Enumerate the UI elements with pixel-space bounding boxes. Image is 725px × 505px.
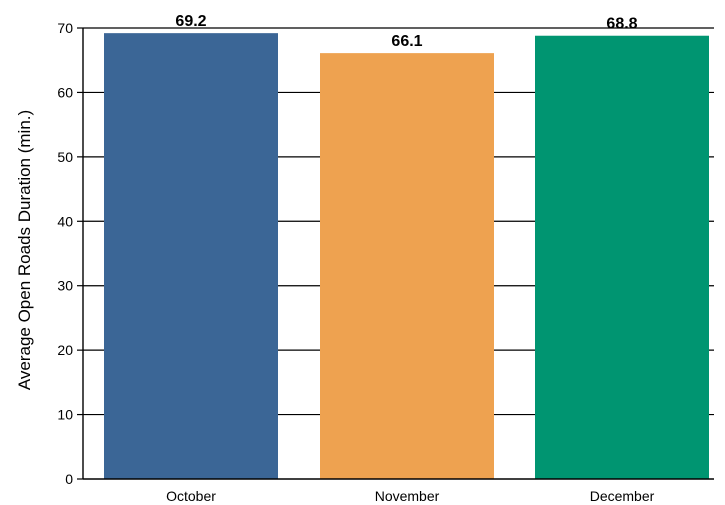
y-tick-label-30: 30 — [57, 278, 73, 294]
x-tick-label-october: October — [166, 488, 216, 504]
bar-november — [320, 53, 494, 480]
value-label-november: 66.1 — [391, 33, 422, 50]
y-tick-label-10: 10 — [57, 407, 73, 423]
y-tick-label-40: 40 — [57, 213, 73, 229]
y-tick-label-70: 70 — [57, 20, 73, 36]
y-tick-label-0: 0 — [65, 471, 73, 487]
y-axis-title: Average Open Roads Duration (min.) — [15, 110, 34, 390]
x-tick-label-december: December — [590, 488, 655, 504]
labels: October 69.2 November 66.1 December 68.8 — [166, 13, 655, 504]
axes: 0 10 20 30 40 50 60 70 — [57, 20, 714, 487]
y-tick-label-60: 60 — [57, 84, 73, 100]
x-tick-label-november: November — [375, 488, 440, 504]
bar-december — [535, 35, 709, 479]
y-tick-label-20: 20 — [57, 342, 73, 358]
y-tick-label-50: 50 — [57, 149, 73, 165]
value-label-december: 68.8 — [606, 16, 637, 33]
bars — [104, 33, 709, 480]
bar-october — [104, 33, 278, 479]
value-label-october: 69.2 — [175, 13, 206, 30]
